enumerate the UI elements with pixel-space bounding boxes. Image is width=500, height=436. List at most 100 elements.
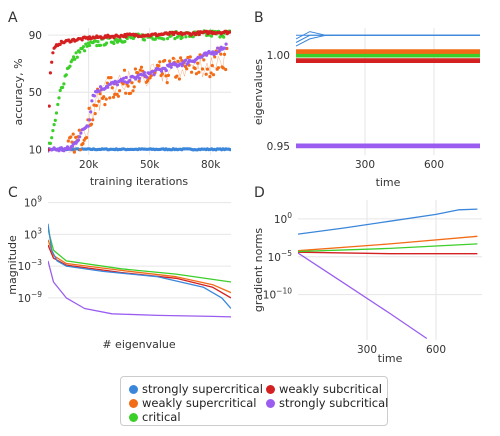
data-point bbox=[104, 97, 108, 101]
panel-d-marks bbox=[298, 208, 478, 340]
data-point bbox=[87, 106, 91, 110]
series-line bbox=[298, 235, 478, 252]
series-line bbox=[48, 228, 231, 283]
panel-b-ticks: 300 600 0.95 1.00 bbox=[267, 50, 444, 171]
data-point bbox=[136, 71, 140, 75]
data-point bbox=[81, 45, 85, 49]
data-point bbox=[106, 85, 110, 89]
data-point bbox=[173, 37, 177, 41]
data-point bbox=[197, 32, 201, 37]
panel-b-xtick-label: 600 bbox=[424, 159, 444, 171]
data-point bbox=[87, 118, 92, 122]
data-point bbox=[124, 91, 128, 95]
data-point bbox=[120, 79, 124, 83]
panel-letter-c: C bbox=[8, 185, 18, 201]
data-point bbox=[157, 36, 161, 40]
data-point bbox=[113, 92, 117, 96]
data-point bbox=[219, 52, 223, 56]
series-weakly-supercritical bbox=[48, 239, 231, 294]
data-point bbox=[66, 139, 70, 143]
data-point bbox=[208, 75, 212, 79]
data-point bbox=[92, 94, 96, 98]
data-point bbox=[114, 37, 118, 42]
data-point bbox=[116, 94, 120, 98]
panel-d-ytick-label: 10−10 bbox=[263, 287, 292, 302]
data-point bbox=[69, 135, 73, 139]
data-point bbox=[94, 39, 98, 43]
data-point bbox=[48, 104, 51, 108]
data-point bbox=[209, 71, 213, 75]
panel-c-ytick-label: 103 bbox=[24, 226, 42, 241]
data-point bbox=[85, 44, 89, 48]
data-point bbox=[221, 66, 225, 70]
data-point bbox=[112, 41, 116, 46]
data-point bbox=[110, 86, 114, 90]
data-point bbox=[129, 91, 133, 95]
panel-b-xlabel: time bbox=[376, 176, 401, 189]
data-point bbox=[51, 51, 55, 55]
data-point bbox=[224, 42, 228, 46]
data-point bbox=[152, 73, 156, 77]
data-point bbox=[137, 79, 141, 83]
panel-d-ylabel: gradient norms bbox=[252, 228, 265, 313]
legend: strongly supercritical weakly supercriti… bbox=[120, 376, 388, 426]
data-point bbox=[78, 148, 83, 152]
data-point bbox=[180, 35, 184, 40]
data-point bbox=[168, 59, 172, 63]
data-point bbox=[98, 85, 103, 89]
data-point bbox=[196, 61, 200, 65]
data-point bbox=[164, 74, 168, 78]
data-point bbox=[58, 88, 62, 93]
data-point bbox=[200, 67, 205, 71]
legend-dot bbox=[129, 398, 138, 408]
data-point bbox=[131, 89, 135, 93]
data-point bbox=[57, 96, 61, 100]
panel-b-grid bbox=[296, 28, 480, 155]
panel-b-marks bbox=[296, 31, 480, 149]
data-point bbox=[133, 67, 137, 71]
data-point bbox=[128, 78, 132, 82]
data-point bbox=[166, 73, 170, 77]
data-point bbox=[171, 56, 175, 61]
data-point bbox=[90, 99, 94, 103]
legend-dot bbox=[266, 398, 275, 408]
series-strongly-subcritical bbox=[298, 252, 428, 340]
data-point bbox=[98, 43, 103, 47]
data-point bbox=[162, 37, 166, 41]
data-point bbox=[72, 55, 76, 59]
data-point bbox=[57, 149, 61, 153]
data-point bbox=[56, 102, 60, 107]
panel-d-xtick-label: 300 bbox=[357, 344, 377, 356]
data-point bbox=[48, 71, 53, 75]
legend-item-critical: critical bbox=[129, 410, 181, 424]
data-point bbox=[229, 30, 231, 34]
data-point bbox=[218, 48, 222, 52]
data-point bbox=[126, 84, 130, 88]
data-point bbox=[222, 35, 226, 39]
data-point bbox=[151, 69, 155, 74]
data-point bbox=[94, 104, 98, 108]
data-point bbox=[149, 74, 153, 78]
data-point bbox=[168, 62, 172, 66]
ytick-exponent: −10 bbox=[276, 287, 292, 296]
data-point bbox=[61, 85, 65, 89]
data-point bbox=[95, 44, 99, 48]
panel-c-ytick-label: 10−9 bbox=[18, 290, 43, 305]
data-point bbox=[89, 110, 93, 114]
data-point bbox=[205, 53, 209, 57]
ytick-base: 10 bbox=[268, 252, 281, 264]
legend-item-weakly-subcritical: weakly subcritical bbox=[266, 382, 382, 396]
data-point bbox=[184, 58, 188, 62]
data-point bbox=[177, 77, 181, 81]
data-point bbox=[175, 35, 179, 39]
panel-b: 300 600 0.95 1.00 time eigenvalues bbox=[252, 28, 480, 189]
panel-a: 20k 50k 80k 10 50 90 training iterations accu… bbox=[12, 28, 231, 188]
panel-d-xlabel: time bbox=[378, 352, 403, 365]
data-point bbox=[190, 70, 194, 74]
data-point bbox=[145, 75, 149, 79]
data-point bbox=[79, 131, 83, 135]
data-point bbox=[137, 76, 142, 80]
series-strongly-subcritical bbox=[48, 42, 228, 153]
data-point bbox=[87, 43, 92, 48]
